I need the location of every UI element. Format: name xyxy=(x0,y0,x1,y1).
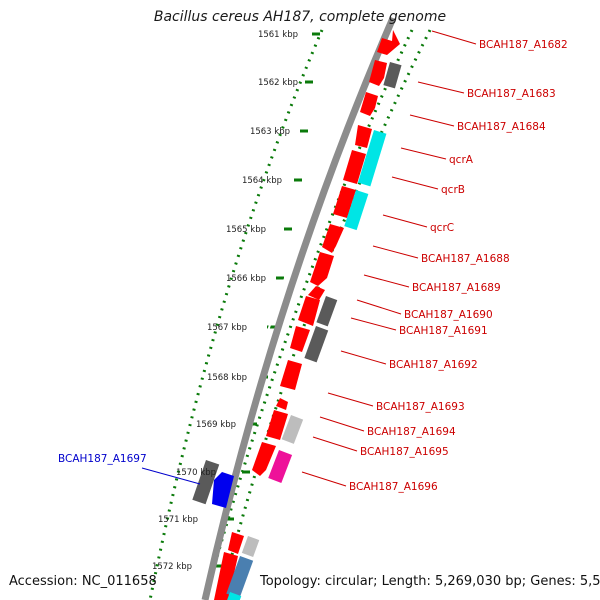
scale-labels: 1561 kbp 1562 kbp 1563 kbp 1564 kbp 1565 kbp… xyxy=(152,30,298,572)
gene-A1694-light[interactable] xyxy=(281,415,304,444)
gene-label-forward[interactable]: qcrB xyxy=(441,184,465,196)
gene-A1682[interactable] xyxy=(377,30,400,55)
gene-label-forward[interactable]: BCAH187_A1691 xyxy=(399,325,488,337)
scale-label: 1564 kbp xyxy=(242,176,282,186)
gene-bottom-2[interactable] xyxy=(214,552,238,600)
gene-bottom-blue[interactable] xyxy=(226,556,254,599)
gene-bottom-cyan[interactable] xyxy=(226,592,242,600)
gene-label-reverse[interactable]: BCAH187_A1697 xyxy=(58,453,147,465)
gene-label-forward[interactable]: qcrA xyxy=(449,154,474,166)
gene-qcrB[interactable] xyxy=(343,150,366,184)
gene-label-forward[interactable]: BCAH187_A1690 xyxy=(404,309,493,321)
label-connector xyxy=(312,436,358,452)
genome-backbone xyxy=(195,16,397,600)
scale-label: 1570 kbp xyxy=(176,468,216,478)
gene-labels: BCAH187_A1682 BCAH187_A1683 BCAH187_A1684q… xyxy=(58,39,568,493)
gene-A1697-dark[interactable] xyxy=(192,460,220,505)
label-connector xyxy=(350,317,397,331)
label-connector xyxy=(409,114,455,127)
label-connector xyxy=(340,350,387,365)
gene-A1693[interactable] xyxy=(276,398,288,410)
gene-label-forward[interactable]: BCAH187_A1693 xyxy=(376,401,465,413)
scale-label: 1563 kbp xyxy=(250,127,290,137)
label-connector xyxy=(363,274,410,288)
gene-qcrA[interactable] xyxy=(355,125,372,148)
scale-label: 1572 kbp xyxy=(152,562,192,572)
gene-A1684[interactable] xyxy=(360,92,378,116)
gene-label-forward[interactable]: BCAH187_A1688 xyxy=(421,253,510,265)
gene-label-forward[interactable]: BCAH187_A1683 xyxy=(467,88,556,100)
scale-label: 1568 kbp xyxy=(207,373,247,383)
accession-text: Accession: NC_011658 xyxy=(9,574,157,589)
gene-label-forward[interactable]: BCAH187_A1696 xyxy=(349,481,438,493)
gene-qcrA-cyan[interactable] xyxy=(357,130,387,187)
gene-label-forward[interactable]: BCAH187_A1689 xyxy=(412,282,501,294)
gene-label-forward[interactable]: BCAH187_A1695 xyxy=(360,446,449,458)
label-connector xyxy=(356,299,402,315)
label-connector xyxy=(391,176,439,190)
label-connector xyxy=(382,214,428,228)
gene-A1696-magenta[interactable] xyxy=(268,450,293,484)
gene-A1692[interactable] xyxy=(290,326,310,352)
gene-track-line xyxy=(203,29,414,600)
gene-A1694[interactable] xyxy=(266,410,288,440)
gene-A1683-dark[interactable] xyxy=(383,62,402,89)
gene-A1690[interactable] xyxy=(308,286,325,300)
scale-label: 1569 kbp xyxy=(196,420,236,430)
gene-qcrC[interactable] xyxy=(333,186,356,218)
scale-label: 1561 kbp xyxy=(258,30,298,40)
gene-A1697[interactable] xyxy=(212,472,234,508)
gene-A1690-dark[interactable] xyxy=(316,296,338,327)
label-connector xyxy=(319,416,365,432)
label-connector xyxy=(400,147,447,160)
scale-label: 1567 kbp xyxy=(207,323,247,333)
gene-label-forward[interactable]: qcrC xyxy=(430,222,454,234)
label-connector xyxy=(327,392,374,407)
label-connector xyxy=(372,245,419,259)
gene-label-forward[interactable]: BCAH187_A1682 xyxy=(479,39,568,51)
gene-bottom-1[interactable] xyxy=(228,532,244,554)
gene-A1692b[interactable] xyxy=(280,360,302,390)
scale-label: 1571 kbp xyxy=(158,515,198,525)
gene-A1689[interactable] xyxy=(310,252,334,286)
gene-A1691-dark[interactable] xyxy=(304,326,329,363)
gene-qcrC-cyan[interactable] xyxy=(344,190,369,231)
gene-A1683[interactable] xyxy=(369,60,387,86)
gene-label-forward[interactable]: BCAH187_A1684 xyxy=(457,121,546,133)
scale-label: 1562 kbp xyxy=(258,78,298,88)
gene-bottom-light[interactable] xyxy=(241,536,260,558)
label-connector xyxy=(141,467,201,485)
gene-A1691[interactable] xyxy=(298,296,320,326)
label-connector xyxy=(431,30,477,45)
gene-A1695[interactable] xyxy=(252,442,276,476)
label-connectors xyxy=(141,30,477,487)
scale-label: 1565 kbp xyxy=(226,225,266,235)
gene-features xyxy=(192,30,402,600)
gene-label-forward[interactable]: BCAH187_A1694 xyxy=(367,426,456,438)
map-title: Bacillus cereus AH187, complete genome xyxy=(153,9,447,25)
scale-label: 1566 kbp xyxy=(226,274,266,284)
label-connector xyxy=(417,81,465,94)
gene-A1688[interactable] xyxy=(322,224,344,253)
genome-summary-text: Topology: circular; Length: 5,269,030 bp… xyxy=(260,574,600,589)
gene-label-forward[interactable]: BCAH187_A1692 xyxy=(389,359,478,371)
label-connector xyxy=(301,471,347,487)
